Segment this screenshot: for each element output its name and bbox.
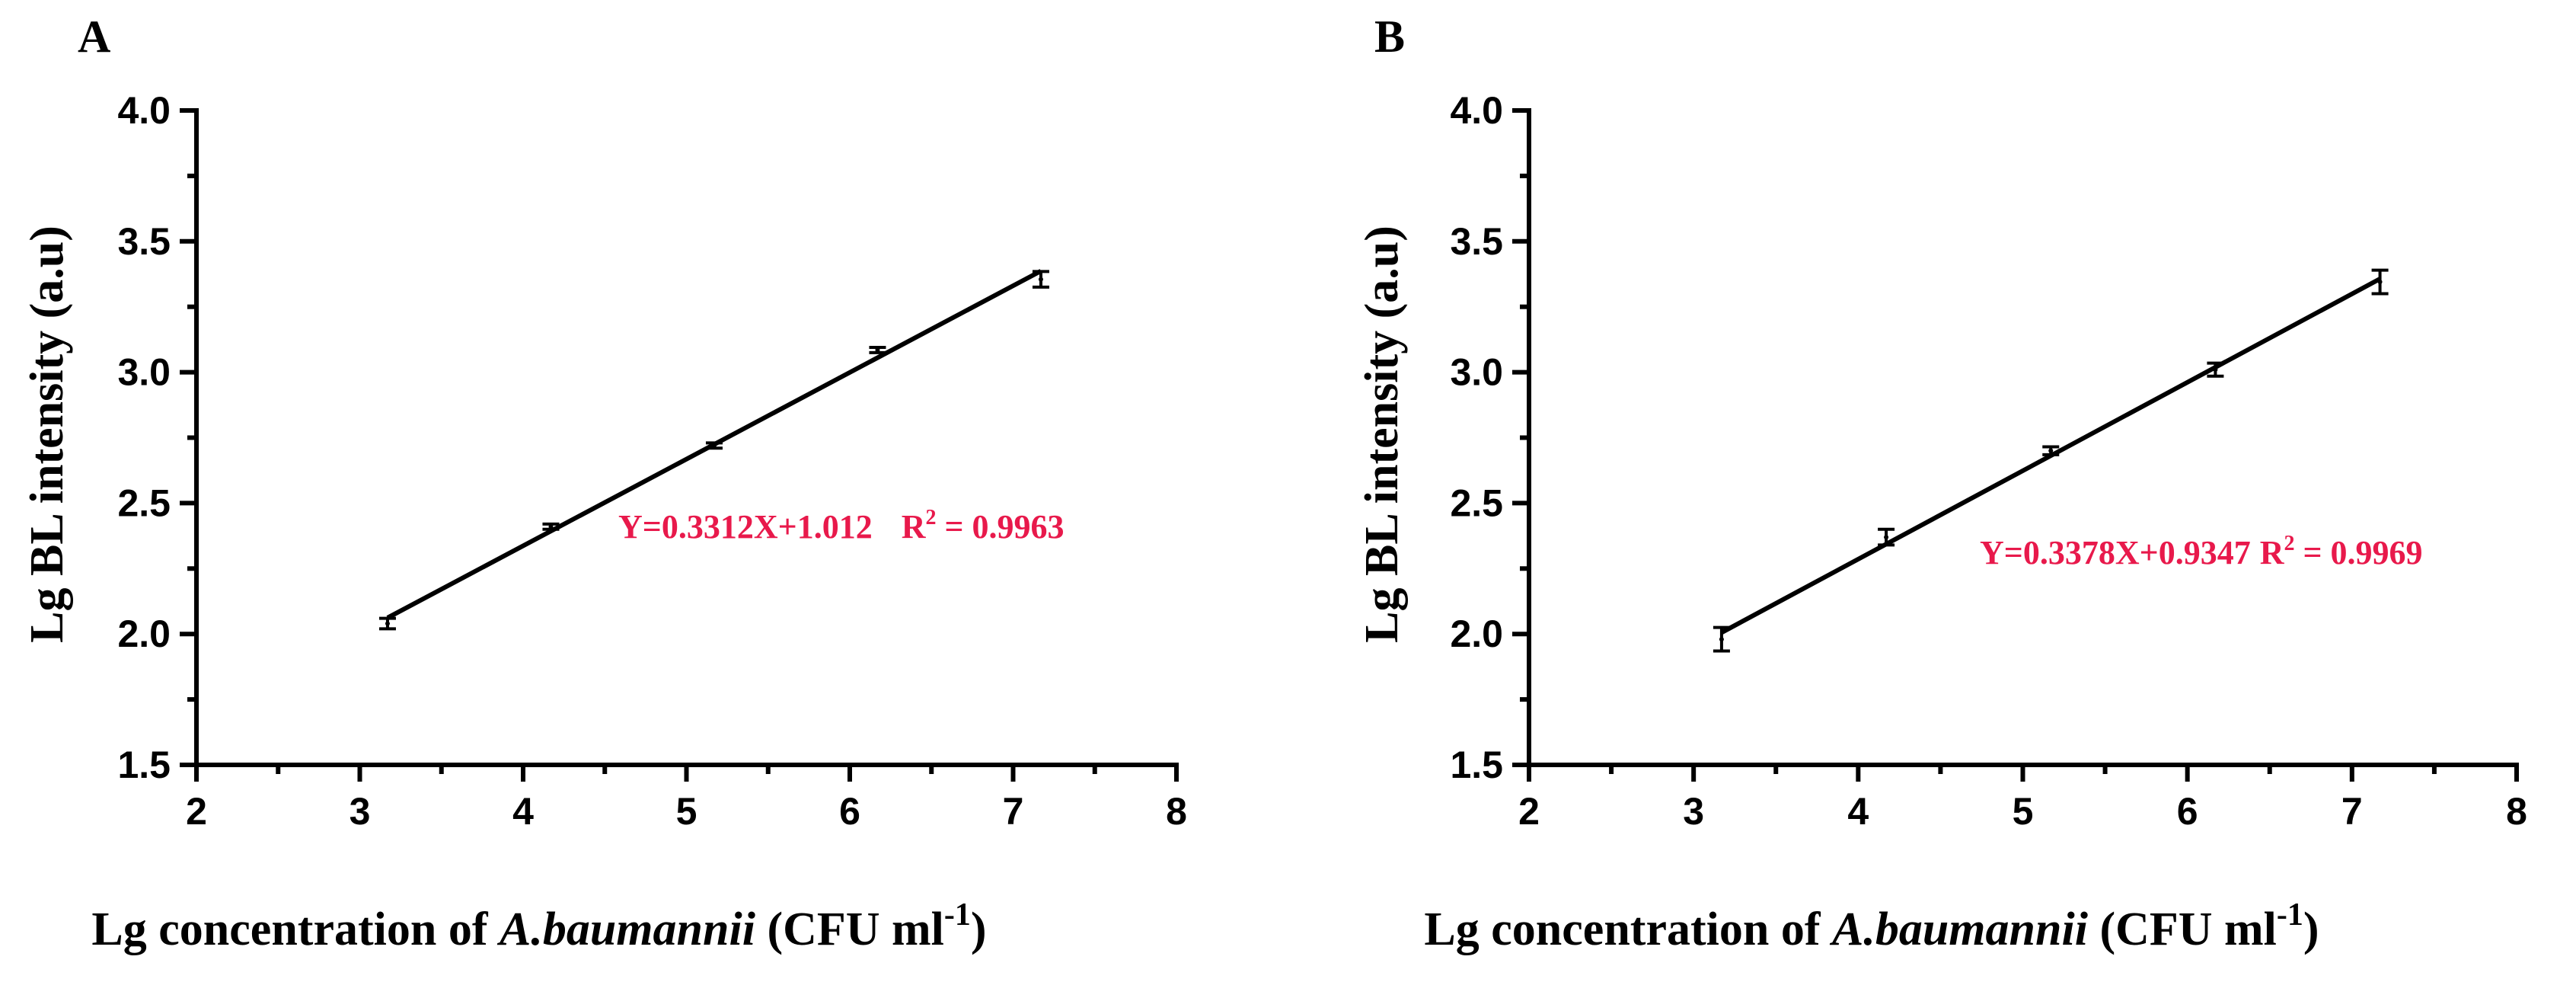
point-marker bbox=[2377, 280, 2383, 285]
r2-label: R bbox=[2260, 534, 2285, 571]
r2-label: R bbox=[902, 508, 927, 545]
x-axis-title-close: ) bbox=[2303, 904, 2319, 955]
panel-label: A bbox=[78, 11, 110, 62]
x-axis-title-superscript: -1 bbox=[2277, 897, 2303, 932]
fit-equation: Y=0.3312X+1.012 R2 = 0.9963 bbox=[618, 506, 1065, 545]
y-axis-title: Lg BL intensity (a.u) bbox=[1356, 226, 1408, 643]
point-marker bbox=[2048, 448, 2054, 453]
y-tick-label: 2.0 bbox=[1450, 613, 1503, 655]
point-marker bbox=[1038, 277, 1043, 282]
x-tick-label: 5 bbox=[2013, 790, 2034, 833]
point-marker bbox=[548, 524, 554, 529]
y-tick-label: 1.5 bbox=[1450, 744, 1503, 786]
x-tick-label: 7 bbox=[2341, 790, 2363, 833]
point-marker bbox=[1719, 637, 1724, 642]
x-axis-title-species: A.baumannii bbox=[496, 904, 755, 955]
chart-panel-b: B 2 3 4 5 6 7 8 1.5 2.0 2.5 3.0 3.5 4.0 Y=0.3378X+0… bbox=[1356, 11, 2527, 955]
plot-area bbox=[1713, 268, 2389, 653]
x-tick-label: 2 bbox=[186, 790, 207, 833]
x-tick-label: 5 bbox=[676, 790, 697, 833]
y-tick-label: 1.5 bbox=[117, 744, 171, 786]
data-point bbox=[1713, 625, 1730, 653]
y-axis-title: Lg BL intensity (a.u) bbox=[21, 226, 73, 643]
y-tick-label: 2.5 bbox=[117, 481, 171, 524]
data-point bbox=[378, 616, 396, 631]
y-tick-label: 4.0 bbox=[117, 89, 171, 132]
x-tick-label: 6 bbox=[839, 790, 860, 833]
x-axis-title-prefix: Lg concentration of bbox=[1424, 904, 1832, 955]
plot-area bbox=[378, 269, 1049, 631]
data-point bbox=[2042, 445, 2060, 456]
y-tick-label: 3.5 bbox=[1450, 220, 1503, 263]
x-tick-label: 2 bbox=[1518, 790, 1540, 833]
y-axis: 1.5 2.0 2.5 3.0 3.5 4.0 bbox=[1450, 89, 1531, 786]
x-axis-title-species: A.baumannii bbox=[1829, 904, 2088, 955]
x-tick-label: 4 bbox=[1847, 790, 1869, 833]
x-tick-label: 4 bbox=[512, 790, 534, 833]
x-tick-label: 6 bbox=[2177, 790, 2198, 833]
x-tick-label: 3 bbox=[350, 790, 371, 833]
equation-text: Y=0.3378X+0.9347 bbox=[1980, 534, 2251, 571]
y-tick-label: 3.0 bbox=[117, 351, 171, 394]
panel-label: B bbox=[1374, 11, 1405, 62]
fit-equation: Y=0.3378X+0.9347 R2 = 0.9969 bbox=[1980, 532, 2423, 571]
data-point bbox=[2371, 268, 2389, 296]
x-axis-title-prefix: Lg concentration of bbox=[91, 904, 500, 955]
x-tick-label: 3 bbox=[1683, 790, 1704, 833]
data-point bbox=[1878, 527, 1895, 547]
data-point bbox=[2207, 361, 2224, 378]
x-axis: 2 3 4 5 6 7 8 bbox=[1518, 763, 2527, 833]
point-marker bbox=[711, 443, 717, 448]
data-point bbox=[542, 522, 560, 531]
r2-value: = 0.9969 bbox=[2294, 534, 2422, 571]
chart-panel-a: A 2 3 4 5 6 7 8 1.5 2.0 2.5 3.0 3.5 4.0 Y=0.3312X+1… bbox=[21, 11, 1187, 955]
y-tick-label: 3.5 bbox=[117, 220, 171, 263]
x-tick-label: 8 bbox=[1166, 790, 1187, 833]
point-marker bbox=[385, 621, 390, 626]
x-tick-label: 8 bbox=[2506, 790, 2527, 833]
y-tick-label: 2.0 bbox=[117, 613, 171, 655]
y-axis: 1.5 2.0 2.5 3.0 3.5 4.0 bbox=[117, 89, 199, 786]
r2-superscript: 2 bbox=[925, 506, 936, 529]
point-marker bbox=[2213, 367, 2218, 373]
data-point bbox=[705, 441, 723, 450]
point-marker bbox=[875, 347, 880, 353]
x-axis: 2 3 4 5 6 7 8 bbox=[186, 763, 1187, 833]
equation-text: Y=0.3312X+1.012 bbox=[618, 508, 873, 545]
r2-superscript: 2 bbox=[2284, 532, 2294, 555]
y-tick-label: 2.5 bbox=[1450, 481, 1503, 524]
data-point bbox=[1032, 270, 1049, 289]
data-point bbox=[869, 345, 886, 354]
x-axis-title: Lg concentration of A.baumannii (CFU ml-… bbox=[1424, 897, 2319, 955]
point-marker bbox=[1884, 535, 1889, 540]
x-axis-title-close: ) bbox=[971, 904, 987, 955]
x-axis-title-unit: (CFU ml bbox=[2088, 904, 2277, 955]
x-axis-title-superscript: -1 bbox=[944, 897, 971, 932]
y-tick-label: 4.0 bbox=[1450, 89, 1503, 132]
x-tick-label: 7 bbox=[1003, 790, 1024, 833]
x-axis-title: Lg concentration of A.baumannii (CFU ml-… bbox=[91, 897, 986, 955]
r2-value: = 0.9963 bbox=[936, 508, 1064, 545]
x-axis-title-unit: (CFU ml bbox=[755, 904, 944, 955]
y-tick-label: 3.0 bbox=[1450, 351, 1503, 394]
